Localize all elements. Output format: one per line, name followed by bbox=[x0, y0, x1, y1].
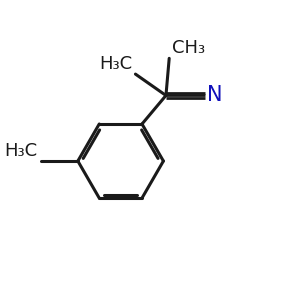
Text: H₃C: H₃C bbox=[5, 142, 38, 160]
Text: N: N bbox=[207, 85, 223, 106]
Text: CH₃: CH₃ bbox=[172, 39, 205, 57]
Text: H₃C: H₃C bbox=[99, 55, 132, 73]
